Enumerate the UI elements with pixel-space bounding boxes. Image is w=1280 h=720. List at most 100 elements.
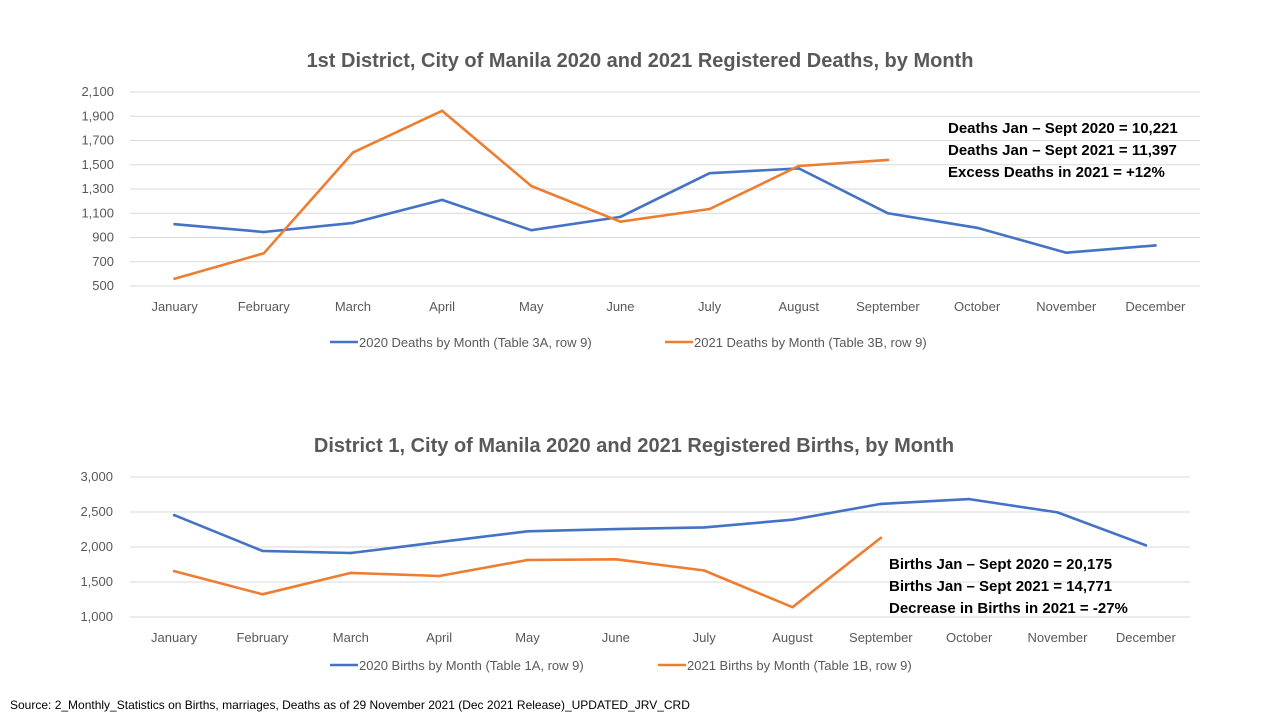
annotation-text: Deaths Jan – Sept 2021 = 11,397 <box>948 142 1177 159</box>
data-point <box>702 569 706 572</box>
data-point <box>614 527 618 531</box>
x-tick-label: March <box>333 630 369 645</box>
x-tick-label: August <box>779 299 820 314</box>
y-tick-label: 1,500 <box>80 574 113 589</box>
x-tick-label: November <box>1028 630 1089 645</box>
source-note: Source: 2_Monthly_Statistics on Births, … <box>10 698 690 712</box>
chart-legend: 2020 Births by Month (Table 1A, row 9) 20… <box>330 658 912 673</box>
x-tick-label: February <box>236 630 289 645</box>
x-tick-label: July <box>693 630 717 645</box>
series-line-1 <box>173 109 890 281</box>
y-tick-label: 1,700 <box>81 133 114 148</box>
y-tick-label: 500 <box>92 278 114 293</box>
series-line-0 <box>173 167 1157 254</box>
x-tick-label: May <box>519 299 544 314</box>
chart-title: District 1, City of Manila 2020 and 2021… <box>314 435 954 457</box>
x-tick-label: March <box>335 299 371 314</box>
chart-legend: 2020 Deaths by Month (Table 3A, row 9) 20… <box>330 335 927 350</box>
chart-title: 1st District, City of Manila 2020 and 20… <box>307 50 974 72</box>
x-tick-label: December <box>1116 630 1177 645</box>
data-point <box>261 549 264 553</box>
x-tick-label: January <box>151 299 198 314</box>
data-point <box>791 605 794 609</box>
data-point <box>702 526 706 529</box>
y-tick-label: 2,000 <box>80 539 113 554</box>
annotation-text: Births Jan – Sept 2021 = 14,771 <box>889 578 1112 595</box>
annotation-text: Deaths Jan – Sept 2020 = 10,221 <box>948 120 1178 137</box>
data-point <box>708 207 711 211</box>
x-tick-label: October <box>954 299 1001 314</box>
charts-canvas: 1st District, City of Manila 2020 and 20… <box>80 50 1200 673</box>
data-point <box>614 557 618 561</box>
y-tick-label: 1,900 <box>81 108 114 123</box>
data-point <box>172 513 176 517</box>
data-point <box>1144 543 1148 547</box>
data-point <box>886 211 890 215</box>
chart-annotations: Births Jan – Sept 2020 = 20,175 Births Ja… <box>889 556 1128 617</box>
x-tick-label: June <box>606 299 634 314</box>
y-tick-label: 1,300 <box>81 181 114 196</box>
annotation-text: Excess Deaths in 2021 = +12% <box>948 164 1165 181</box>
data-point <box>791 518 794 521</box>
data-point <box>173 277 176 281</box>
data-point <box>619 215 622 219</box>
data-point <box>526 529 529 533</box>
legend-label: 2020 Births by Month (Table 1A, row 9) <box>359 658 584 673</box>
legend-label: 2021 Deaths by Month (Table 3B, row 9) <box>694 335 927 350</box>
legend-label: 2021 Births by Month (Table 1B, row 9) <box>687 658 912 673</box>
chart-annotations: Deaths Jan – Sept 2020 = 10,221 Deaths Ja… <box>948 120 1178 181</box>
x-tick-label: April <box>426 630 452 645</box>
deaths-chart: 1st District, City of Manila 2020 and 20… <box>81 50 1200 350</box>
births-chart: District 1, City of Manila 2020 and 2021… <box>80 435 1190 673</box>
data-point <box>975 226 979 230</box>
x-tick-label: November <box>1036 299 1097 314</box>
y-tick-label: 2,500 <box>80 504 113 519</box>
x-tick-label: July <box>698 299 722 314</box>
data-point <box>526 558 529 562</box>
y-tick-label: 700 <box>92 254 114 269</box>
data-point <box>261 592 264 596</box>
data-point <box>173 222 176 226</box>
y-tick-label: 1,100 <box>81 205 114 220</box>
y-tick-label: 2,100 <box>81 84 114 99</box>
data-point <box>262 251 266 255</box>
data-point <box>1056 511 1059 514</box>
data-point <box>797 164 801 168</box>
annotation-text: Births Jan – Sept 2020 = 20,175 <box>889 556 1112 573</box>
x-tick-label: August <box>772 630 813 645</box>
y-tick-label: 900 <box>92 230 114 245</box>
data-point <box>262 230 266 234</box>
data-point <box>1064 251 1068 254</box>
data-point <box>886 158 890 162</box>
data-point <box>440 109 444 113</box>
legend-label: 2020 Deaths by Month (Table 3A, row 9) <box>359 335 592 350</box>
data-point <box>708 171 711 175</box>
data-point <box>529 228 533 232</box>
data-point <box>619 220 622 224</box>
x-tick-label: June <box>602 630 630 645</box>
y-tick-label: 1,500 <box>81 157 114 172</box>
data-point <box>879 536 883 540</box>
data-point <box>437 540 441 544</box>
data-point <box>351 151 355 154</box>
data-point <box>351 221 355 225</box>
data-point <box>879 502 883 506</box>
x-tick-label: October <box>946 630 993 645</box>
x-tick-label: December <box>1125 299 1186 314</box>
x-tick-label: September <box>849 630 913 645</box>
data-point <box>349 571 353 575</box>
data-point <box>967 497 971 501</box>
data-point <box>349 551 353 555</box>
data-point <box>1154 244 1157 247</box>
data-point <box>529 184 533 188</box>
data-point <box>437 574 441 578</box>
x-tick-label: April <box>429 299 455 314</box>
x-tick-label: January <box>151 630 198 645</box>
y-tick-label: 3,000 <box>80 469 113 484</box>
series-line-0 <box>172 497 1148 555</box>
annotation-text: Decrease in Births in 2021 = -27% <box>889 600 1128 617</box>
x-tick-label: May <box>515 630 540 645</box>
x-tick-label: September <box>856 299 920 314</box>
data-point <box>440 198 444 202</box>
x-tick-label: February <box>238 299 291 314</box>
